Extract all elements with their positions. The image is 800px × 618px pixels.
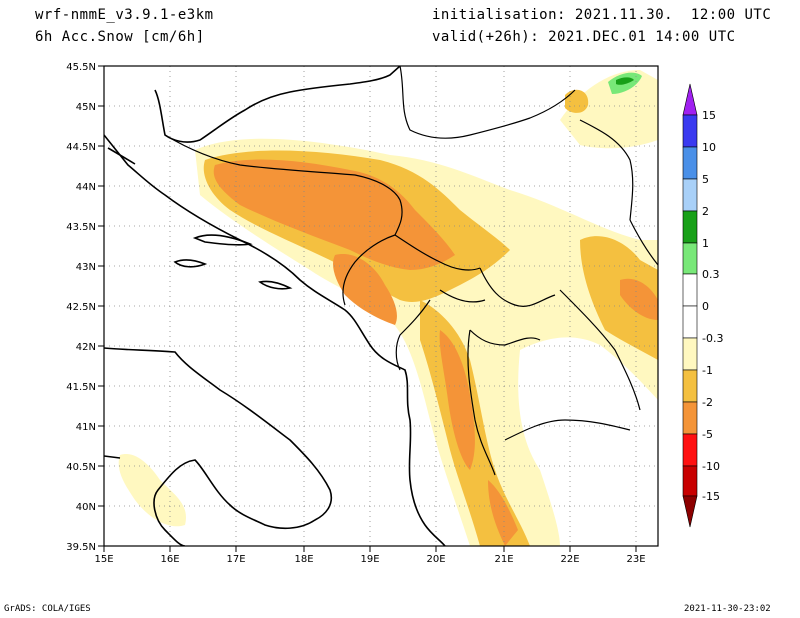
- legend-label: -0.3: [702, 332, 723, 345]
- footer-credit: GrADS: COLA/IGES: [4, 604, 91, 614]
- legend-swatch: [682, 114, 698, 148]
- lat-label: 43N: [76, 262, 96, 273]
- valid-time: valid(+26h): 2021.DEC.01 14:00 UTC: [432, 29, 736, 45]
- legend-swatch: [682, 305, 698, 339]
- country-borders: [164, 66, 658, 476]
- legend-label: 10: [702, 141, 716, 154]
- legend-swatch: [682, 242, 698, 275]
- legend-label: -5: [702, 428, 713, 441]
- legend-swatch: [682, 369, 698, 403]
- lat-label: 39.5N: [66, 542, 96, 553]
- field-title: 6h Acc.Snow [cm/6h]: [35, 29, 205, 45]
- legend-label: -2: [702, 396, 713, 409]
- lon-label: 21E: [494, 554, 513, 565]
- lat-label: 43.5N: [66, 222, 96, 233]
- model-title: wrf-nmmE_v3.9.1-e3km: [35, 7, 214, 23]
- lon-label: 17E: [226, 554, 245, 565]
- lat-label: 44N: [76, 182, 96, 193]
- lon-label: 18E: [294, 554, 313, 565]
- legend-swatch: [682, 337, 698, 371]
- lat-label: 42N: [76, 342, 96, 353]
- grid-lines: [104, 66, 658, 546]
- legend-label: -1: [702, 364, 713, 377]
- lon-label: 23E: [626, 554, 645, 565]
- legend-swatch: [682, 178, 698, 212]
- lon-label: 22E: [560, 554, 579, 565]
- lat-label: 40N: [76, 502, 96, 513]
- lat-label: 42.5N: [66, 302, 96, 313]
- color-legend: [682, 83, 698, 528]
- lat-label: 45N: [76, 102, 96, 113]
- map-plot: 45.5N 45N 44.5N 44N 43.5N 43N 42.5N 42N …: [66, 62, 659, 565]
- lat-label: 41.5N: [66, 382, 96, 393]
- legend-swatch: [682, 210, 698, 244]
- lon-label: 15E: [94, 554, 113, 565]
- legend-swatch: [682, 433, 698, 467]
- legend-label: 15: [702, 109, 716, 122]
- lat-label: 45.5N: [66, 62, 96, 73]
- init-time: initialisation: 2021.11.30. 12:00 UTC: [432, 7, 772, 23]
- snow-heavy-field: [213, 159, 658, 546]
- legend-arrow-bottom: [682, 495, 698, 528]
- lat-label: 40.5N: [66, 462, 96, 473]
- lon-label: 20E: [426, 554, 445, 565]
- legend-label: 1: [702, 237, 709, 250]
- legend-label: 5: [702, 173, 709, 186]
- longitude-labels: 15E 16E 17E 18E 19E 20E 21E 22E 23E: [94, 554, 645, 565]
- legend-label: 0: [702, 300, 709, 313]
- footer-timestamp: 2021-11-30-23:02: [684, 604, 771, 614]
- legend-swatch: [682, 401, 698, 435]
- legend-label: 0.3: [702, 268, 720, 281]
- legend-label: -10: [702, 460, 720, 473]
- legend-arrow-top: [682, 83, 698, 116]
- legend-label: -15: [702, 490, 720, 503]
- legend-swatch: [682, 273, 698, 307]
- legend-label: 2: [702, 205, 709, 218]
- legend-swatch: [682, 146, 698, 180]
- lon-label: 19E: [360, 554, 379, 565]
- lon-label: 16E: [160, 554, 179, 565]
- legend-labels: 15 10 5 2 1 0.3 0 -0.3 -1 -2 -5 -10 -15: [702, 109, 723, 503]
- legend-swatch: [682, 465, 698, 497]
- latitude-labels: 45.5N 45N 44.5N 44N 43.5N 43N 42.5N 42N …: [66, 62, 96, 553]
- lat-label: 44.5N: [66, 142, 96, 153]
- lat-label: 41N: [76, 422, 96, 433]
